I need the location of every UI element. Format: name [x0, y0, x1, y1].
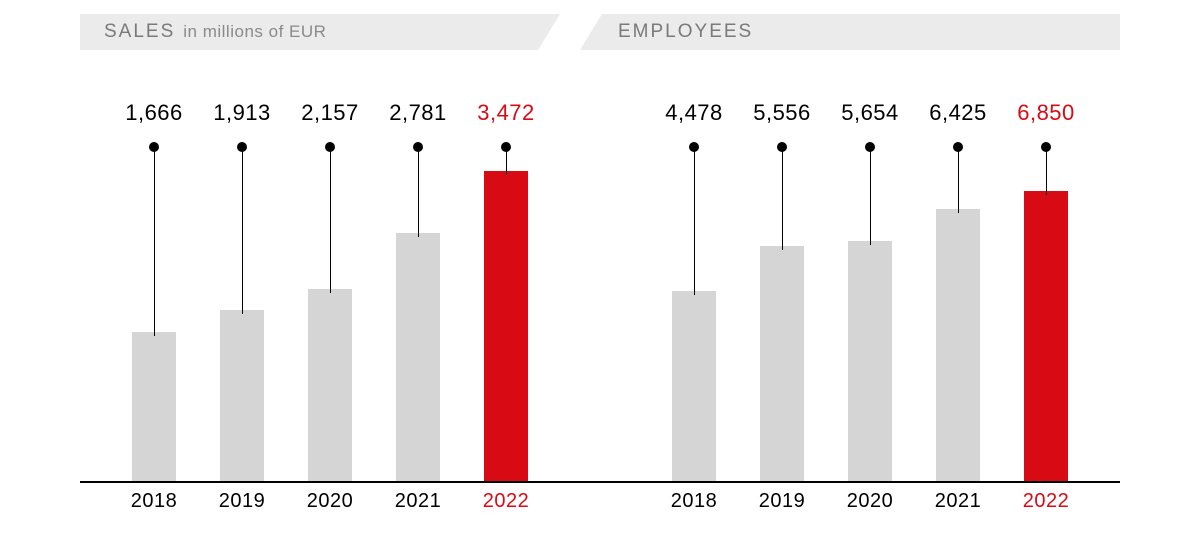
chart-column: 5,654 2020	[826, 60, 914, 532]
x-axis-label: 2018	[650, 490, 738, 513]
bar	[672, 291, 716, 481]
header-ribbon-sales: SALES in millions of EUR	[80, 14, 560, 50]
bar	[484, 171, 528, 481]
value-label: 1,913	[198, 100, 286, 126]
chart-column: 5,556 2019	[738, 60, 826, 532]
lollipop-dot-icon	[689, 142, 699, 152]
lollipop-dot-icon	[149, 142, 159, 152]
page: SALES in millions of EUR EMPLOYEES 1,666…	[0, 0, 1200, 560]
chart-employees: 4,47820185,55620195,65420206,42520216,85…	[620, 60, 1120, 532]
value-label: 3,472	[462, 100, 550, 126]
x-axis-label: 2019	[738, 490, 826, 513]
lollipop-dot-icon	[501, 142, 511, 152]
chart-sales-plot: 1,66620181,91320192,15720202,78120213,47…	[80, 60, 580, 532]
lollipop-stem	[1046, 146, 1047, 195]
lollipop-dot-icon	[777, 142, 787, 152]
value-label: 6,850	[1002, 100, 1090, 126]
bar	[220, 310, 264, 481]
chart-column: 4,478 2018	[650, 60, 738, 532]
x-axis-label: 2019	[198, 490, 286, 513]
bar	[396, 233, 440, 481]
bar	[936, 209, 980, 481]
header-title-sales: SALES	[104, 21, 175, 43]
header-ribbon-employees: EMPLOYEES	[580, 14, 1120, 50]
bar	[760, 246, 804, 481]
lollipop-stem	[782, 146, 783, 250]
lollipop-stem	[958, 146, 959, 213]
chart-column: 6,425 2021	[914, 60, 1002, 532]
value-label: 2,781	[374, 100, 462, 126]
lollipop-stem	[418, 146, 419, 237]
x-axis-label: 2020	[286, 490, 374, 513]
x-axis-label: 2021	[914, 490, 1002, 513]
x-axis-label: 2022	[1002, 490, 1090, 513]
value-label: 6,425	[914, 100, 1002, 126]
lollipop-stem	[870, 146, 871, 245]
value-label: 4,478	[650, 100, 738, 126]
bar	[1024, 191, 1068, 481]
lollipop-dot-icon	[953, 142, 963, 152]
lollipop-dot-icon	[865, 142, 875, 152]
x-axis-label: 2018	[110, 490, 198, 513]
x-axis-label: 2021	[374, 490, 462, 513]
chart-column: 2,781 2021	[374, 60, 462, 532]
chart-column: 1,913 2019	[198, 60, 286, 532]
header-subtitle-sales: in millions of EUR	[183, 22, 326, 42]
chart-column: 2,157 2020	[286, 60, 374, 532]
bar	[848, 241, 892, 481]
x-axis-label: 2020	[826, 490, 914, 513]
chart-column: 3,472 2022	[462, 60, 550, 532]
x-axis-label: 2022	[462, 490, 550, 513]
lollipop-dot-icon	[237, 142, 247, 152]
chart-sales: 1,66620181,91320192,15720202,78120213,47…	[80, 60, 580, 532]
lollipop-stem	[242, 146, 243, 314]
bar	[308, 289, 352, 481]
value-label: 5,654	[826, 100, 914, 126]
chart-employees-plot: 4,47820185,55620195,65420206,42520216,85…	[620, 60, 1120, 532]
lollipop-stem	[154, 146, 155, 336]
lollipop-stem	[330, 146, 331, 293]
chart-column: 6,850 2022	[1002, 60, 1090, 532]
value-label: 1,666	[110, 100, 198, 126]
lollipop-dot-icon	[1041, 142, 1051, 152]
header-title-employees: EMPLOYEES	[618, 21, 753, 43]
value-label: 5,556	[738, 100, 826, 126]
lollipop-dot-icon	[413, 142, 423, 152]
lollipop-dot-icon	[325, 142, 335, 152]
value-label: 2,157	[286, 100, 374, 126]
lollipop-stem	[694, 146, 695, 295]
chart-column: 1,666 2018	[110, 60, 198, 532]
bar	[132, 332, 176, 481]
